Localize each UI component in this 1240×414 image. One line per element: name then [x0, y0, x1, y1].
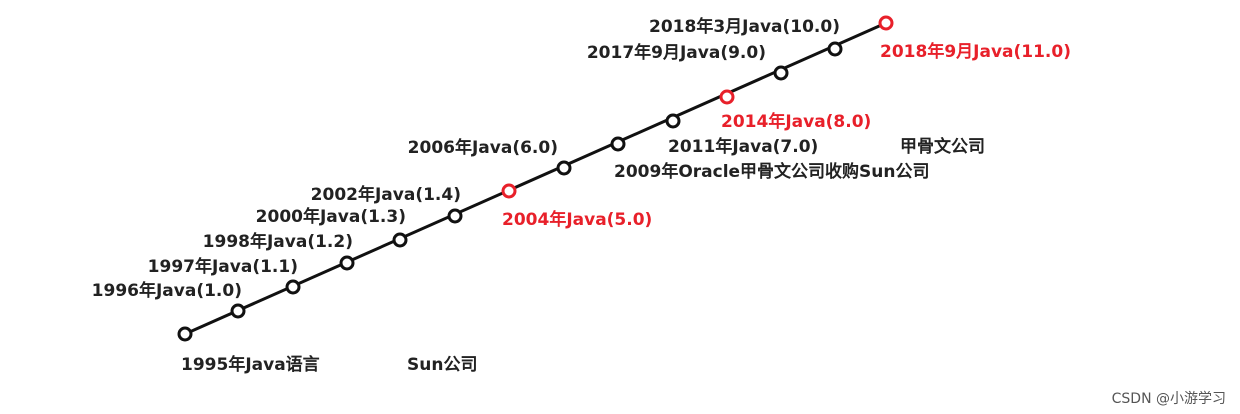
- company-sun-label: Sun公司: [407, 355, 478, 375]
- node-m2006: [556, 160, 572, 176]
- node-m2018a: [827, 41, 843, 57]
- label-2018-mar: 2018年3月Java(10.0): [649, 17, 840, 37]
- label-2014: 2014年Java(8.0): [721, 112, 872, 132]
- node-m2000: [392, 232, 408, 248]
- node-m1996: [230, 303, 246, 319]
- node-m2002: [447, 208, 463, 224]
- label-2000: 2000年Java(1.3): [255, 207, 406, 227]
- label-1997: 1997年Java(1.1): [147, 257, 298, 277]
- node-m2017: [773, 65, 789, 81]
- label-2002: 2002年Java(1.4): [310, 185, 461, 205]
- timeline-line: [184, 21, 887, 336]
- label-1996: 1996年Java(1.0): [91, 281, 242, 301]
- node-m1995: [177, 326, 193, 342]
- node-m1998: [339, 255, 355, 271]
- label-2018-sep: 2018年9月Java(11.0): [880, 42, 1071, 62]
- node-m1997: [285, 279, 301, 295]
- label-2017: 2017年9月Java(9.0): [586, 43, 766, 63]
- label-1995: 1995年Java语言: [181, 355, 320, 375]
- node-m2009: [610, 136, 626, 152]
- label-1998: 1998年Java(1.2): [202, 232, 353, 252]
- label-2009: 2009年Oracle甲骨文公司收购Sun公司: [614, 162, 930, 182]
- node-m2018b: [878, 15, 894, 31]
- label-2006: 2006年Java(6.0): [407, 138, 558, 158]
- node-m2011: [665, 113, 681, 129]
- company-oracle-label: 甲骨文公司: [900, 137, 985, 157]
- label-2004: 2004年Java(5.0): [502, 210, 653, 230]
- node-m2014: [719, 89, 735, 105]
- watermark: CSDN @小游学习: [1111, 391, 1226, 407]
- label-2011: 2011年Java(7.0): [668, 137, 819, 157]
- node-m2004: [501, 183, 517, 199]
